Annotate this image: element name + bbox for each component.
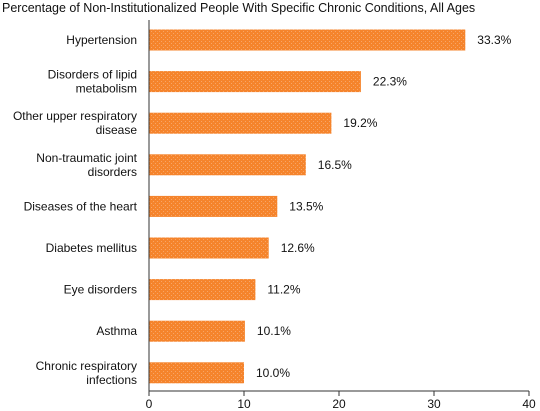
category-label-3: Non-traumatic joint disorders — [36, 151, 137, 179]
bar-8 — [149, 362, 244, 384]
value-label-8: 10.0% — [256, 366, 290, 380]
value-labels: 33.3% 22.3% 19.2% 16.5% 13.5% 12.6% 11.2% 10.1%… — [256, 33, 512, 380]
bar-0 — [149, 29, 466, 51]
bars-group — [149, 29, 466, 384]
bar-2 — [149, 112, 332, 134]
x-tick-label-3: 30 — [427, 397, 441, 411]
category-label-6: Eye disorders — [64, 283, 137, 297]
bar-4 — [149, 195, 278, 217]
category-labels: Hypertension Disorders of lipid metabolism… — [13, 33, 138, 387]
value-label-1: 22.3% — [373, 75, 407, 89]
category-label-5: Diabetes mellitus — [46, 241, 137, 255]
x-axis: 0 10 20 30 40 — [146, 20, 536, 411]
value-label-7: 10.1% — [257, 324, 291, 338]
x-tick-label-4: 40 — [522, 397, 536, 411]
category-label-4: Diseases of the heart — [24, 199, 138, 213]
value-label-2: 19.2% — [343, 116, 377, 130]
x-tick-label-2: 20 — [332, 397, 346, 411]
bar-7 — [149, 320, 245, 342]
bar-5 — [149, 237, 269, 259]
value-label-3: 16.5% — [318, 158, 352, 172]
category-label-7: Asthma — [96, 324, 137, 338]
x-tick-label-1: 10 — [237, 397, 251, 411]
bar-1 — [149, 71, 361, 93]
value-label-6: 11.2% — [267, 283, 300, 297]
category-label-0: Hypertension — [66, 33, 137, 47]
category-label-8: Chronic respiratory infections — [36, 359, 137, 387]
value-label-5: 12.6% — [281, 241, 315, 255]
chart-title: Percentage of Non-Institutionalized Peop… — [2, 1, 476, 15]
value-label-4: 13.5% — [289, 199, 323, 213]
category-label-2: Other upper respiratory disease — [13, 109, 137, 137]
value-label-0: 33.3% — [477, 33, 511, 47]
category-label-1: Disorders of lipid metabolism — [48, 68, 137, 96]
bar-6 — [149, 279, 256, 301]
x-tick-label-0: 0 — [146, 397, 153, 411]
bar-3 — [149, 154, 306, 176]
